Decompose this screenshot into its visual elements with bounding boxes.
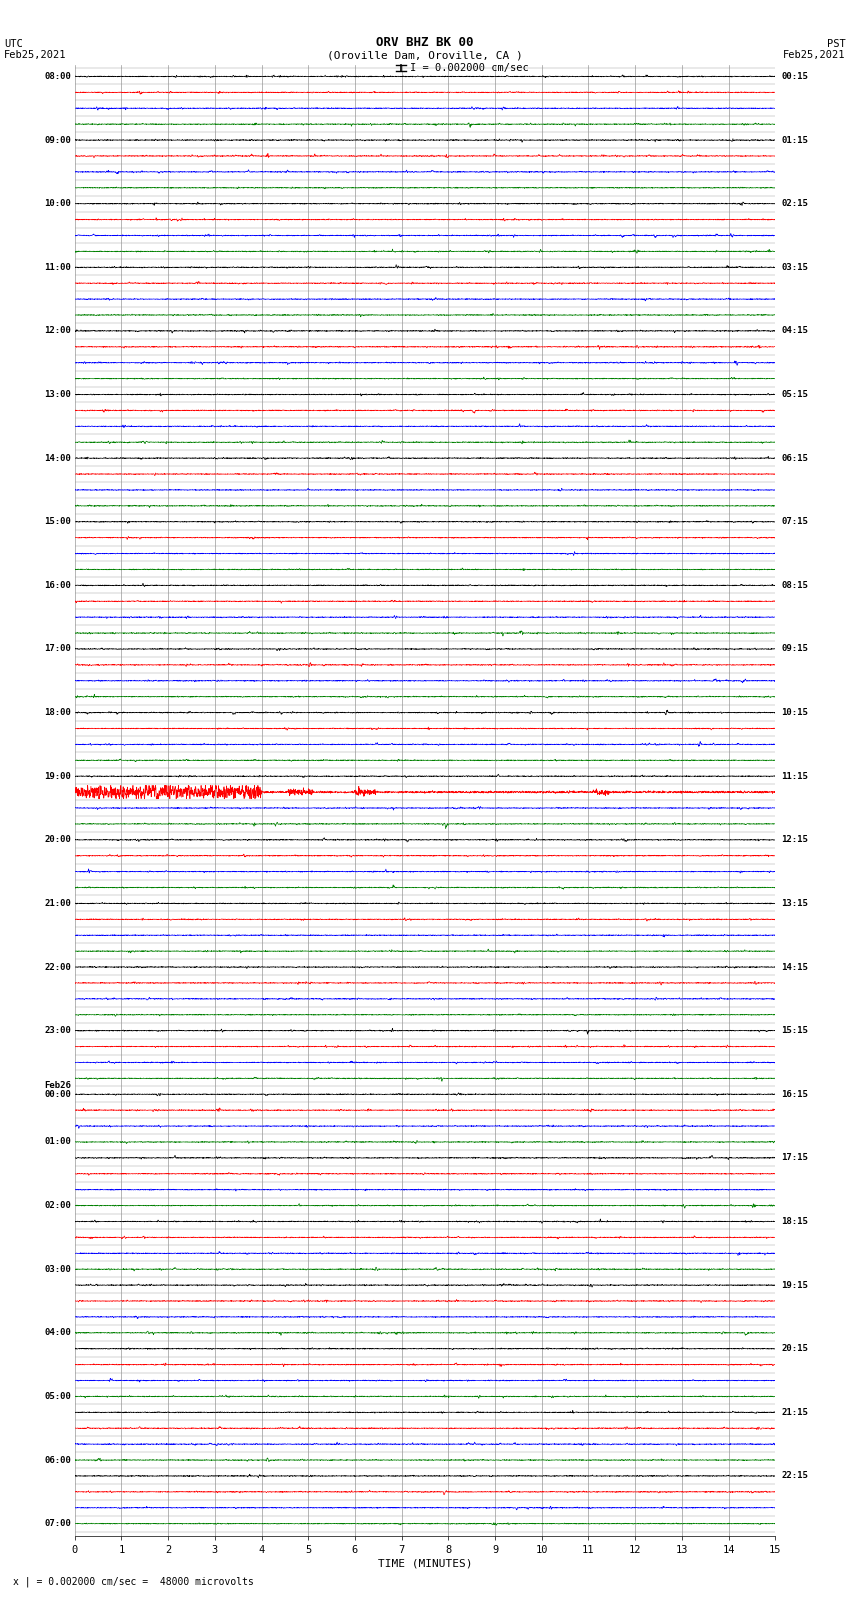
- Text: 14:15: 14:15: [781, 963, 808, 971]
- Text: 18:00: 18:00: [44, 708, 71, 718]
- Text: 22:00: 22:00: [44, 963, 71, 971]
- Text: 07:15: 07:15: [781, 518, 808, 526]
- Text: 03:15: 03:15: [781, 263, 808, 271]
- Text: 16:15: 16:15: [781, 1090, 808, 1098]
- Text: (Oroville Dam, Oroville, CA ): (Oroville Dam, Oroville, CA ): [327, 50, 523, 60]
- Text: UTC: UTC: [4, 39, 23, 50]
- Text: 21:00: 21:00: [44, 898, 71, 908]
- Text: Feb26: Feb26: [44, 1081, 71, 1090]
- Text: 11:00: 11:00: [44, 263, 71, 271]
- Text: 01:15: 01:15: [781, 135, 808, 145]
- Text: 23:00: 23:00: [44, 1026, 71, 1036]
- Text: 00:15: 00:15: [781, 73, 808, 81]
- Text: 09:00: 09:00: [44, 135, 71, 145]
- Text: 08:00: 08:00: [44, 73, 71, 81]
- Text: 19:15: 19:15: [781, 1281, 808, 1290]
- Text: 15:00: 15:00: [44, 518, 71, 526]
- Text: PST: PST: [827, 39, 846, 50]
- Text: 12:15: 12:15: [781, 836, 808, 844]
- Text: 18:15: 18:15: [781, 1216, 808, 1226]
- Text: Feb25,2021: Feb25,2021: [783, 50, 846, 60]
- Text: 15:15: 15:15: [781, 1026, 808, 1036]
- Text: 10:15: 10:15: [781, 708, 808, 718]
- Text: 04:00: 04:00: [44, 1329, 71, 1337]
- Text: 20:00: 20:00: [44, 836, 71, 844]
- Text: 00:00: 00:00: [44, 1090, 71, 1098]
- Text: 02:15: 02:15: [781, 198, 808, 208]
- Text: 05:00: 05:00: [44, 1392, 71, 1402]
- Text: 17:00: 17:00: [44, 645, 71, 653]
- Text: 13:00: 13:00: [44, 390, 71, 398]
- Text: 13:15: 13:15: [781, 898, 808, 908]
- Text: 16:00: 16:00: [44, 581, 71, 590]
- Text: 02:00: 02:00: [44, 1202, 71, 1210]
- Text: 08:15: 08:15: [781, 581, 808, 590]
- Text: 01:00: 01:00: [44, 1137, 71, 1147]
- X-axis label: TIME (MINUTES): TIME (MINUTES): [377, 1558, 473, 1569]
- Text: 12:00: 12:00: [44, 326, 71, 336]
- Text: 05:15: 05:15: [781, 390, 808, 398]
- Text: 04:15: 04:15: [781, 326, 808, 336]
- Text: 09:15: 09:15: [781, 645, 808, 653]
- Text: 06:15: 06:15: [781, 453, 808, 463]
- Text: 22:15: 22:15: [781, 1471, 808, 1481]
- Text: 06:00: 06:00: [44, 1455, 71, 1465]
- Text: 17:15: 17:15: [781, 1153, 808, 1163]
- Text: 07:00: 07:00: [44, 1519, 71, 1528]
- Text: x | = 0.002000 cm/sec =  48000 microvolts: x | = 0.002000 cm/sec = 48000 microvolts: [13, 1576, 253, 1587]
- Text: I = 0.002000 cm/sec: I = 0.002000 cm/sec: [410, 63, 529, 73]
- Text: ORV BHZ BK 00: ORV BHZ BK 00: [377, 35, 473, 50]
- Text: 03:00: 03:00: [44, 1265, 71, 1274]
- Text: 20:15: 20:15: [781, 1344, 808, 1353]
- Text: 14:00: 14:00: [44, 453, 71, 463]
- Text: 19:00: 19:00: [44, 771, 71, 781]
- Text: Feb25,2021: Feb25,2021: [4, 50, 67, 60]
- Text: 21:15: 21:15: [781, 1408, 808, 1416]
- Text: 10:00: 10:00: [44, 198, 71, 208]
- Text: 11:15: 11:15: [781, 771, 808, 781]
